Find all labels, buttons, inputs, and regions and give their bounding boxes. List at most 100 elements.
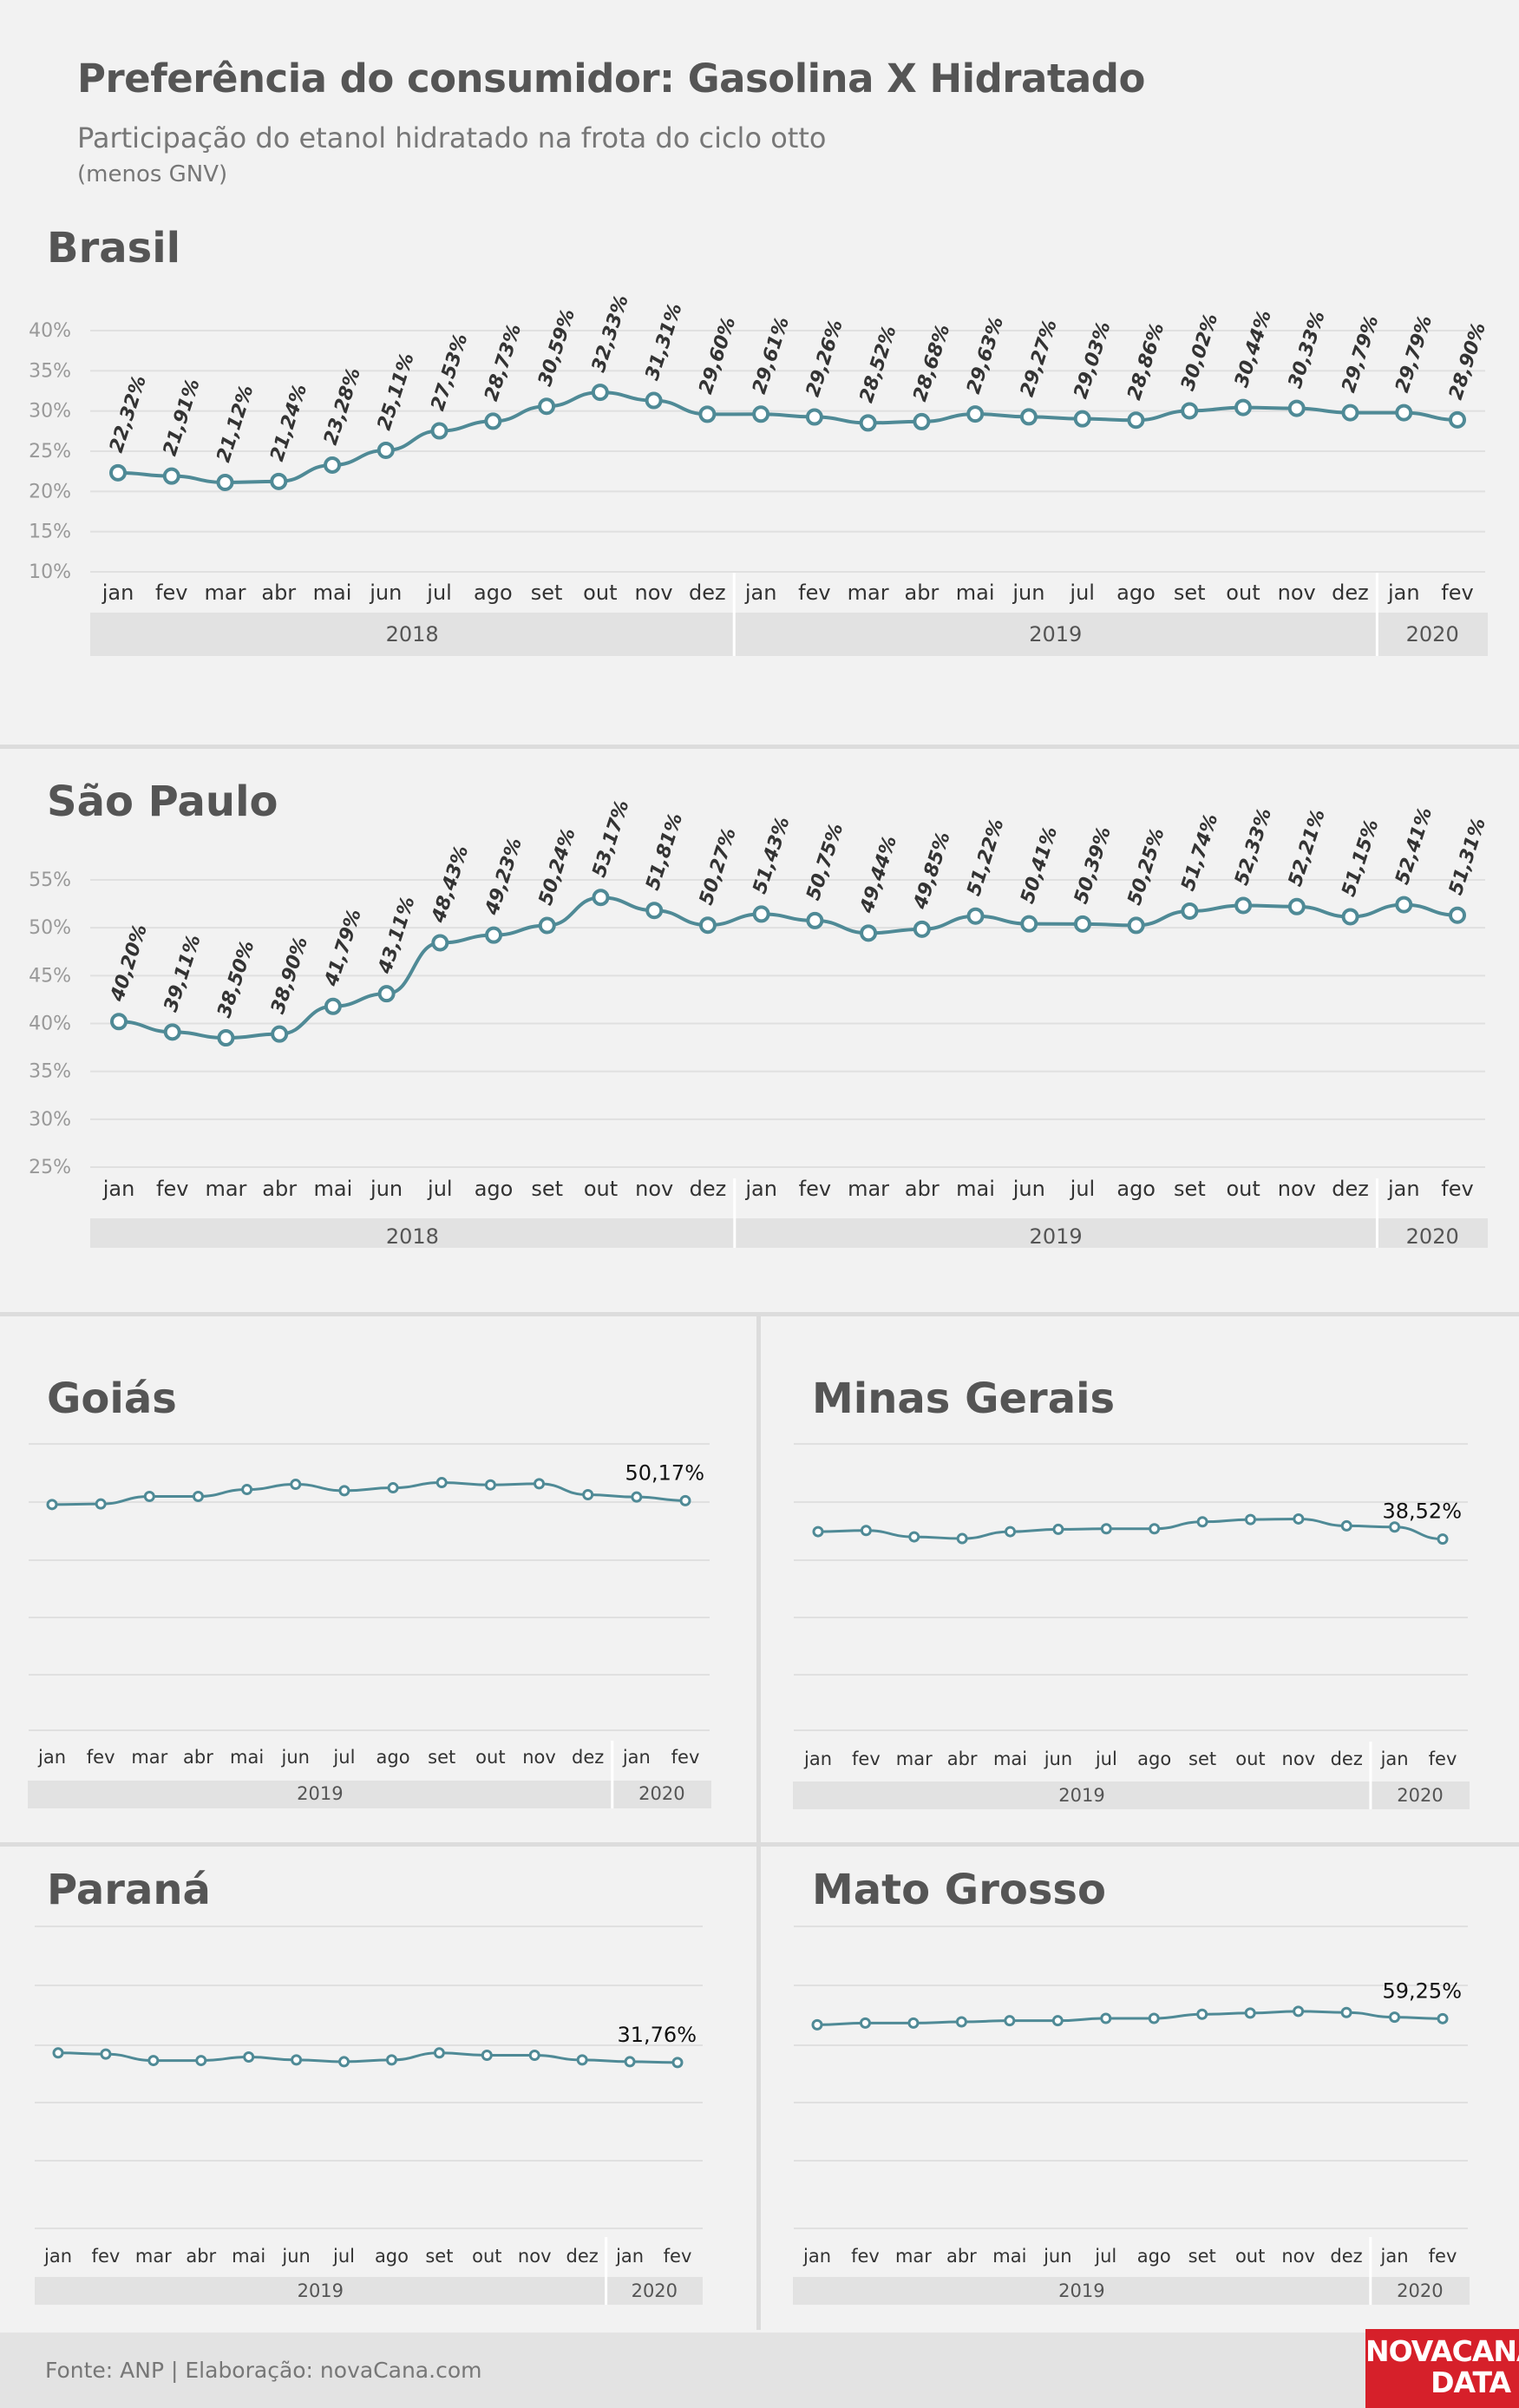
parana-year-label: 2020 [632,2280,678,2301]
sao-paulo-data-point [1073,915,1091,933]
brasil-month-label: mar [848,581,889,605]
sao-paulo-year-label: 2019 [1030,1224,1083,1249]
goias-month-label: out [475,1747,505,1768]
parana-month-label: set [425,2246,453,2267]
sao-paulo-data-label: 50,41% [1017,824,1062,907]
minas-gerais-data-label: 38,52% [1382,1499,1462,1524]
mato-grosso-data-point [1148,2012,1160,2024]
sao-paulo-data-point [1127,916,1145,935]
sao-paulo-data-point [1449,906,1466,924]
brasil-month-label: jul [1069,581,1095,605]
sao-paulo-data-point [324,997,342,1015]
mato-grosso-data-point [1244,2007,1256,2019]
parana-month-label: abr [186,2246,216,2267]
mato-grosso-month-label: ago [1137,2246,1171,2267]
mato-grosso-month-label: nov [1281,2246,1315,2267]
novacana-logo: NOVACANA DATA [1365,2329,1519,2408]
sao-paulo-month-label: nov [635,1177,673,1201]
brasil-data-point [1127,411,1145,430]
sao-paulo-data-label: 52,41% [1391,805,1437,888]
parana-month-label: fev [92,2246,121,2267]
brasil-month-label: jun [369,581,402,605]
goias-month-label: jul [332,1747,355,1768]
sao-paulo-chart-title: São Paulo [47,778,278,826]
parana-data-point [528,2050,540,2061]
brasil-month-label: abr [261,581,296,605]
minas-gerais-data-point [1437,1533,1449,1545]
goias-month-label: jan [622,1747,651,1768]
goias-month-label: dez [572,1747,604,1768]
sao-paulo-y-tick-label: 25% [29,1157,71,1178]
brasil-y-tick-label: 40% [29,320,71,342]
parana-chart-title: Paraná [47,1866,211,1914]
brasil-data-point [913,412,931,430]
goias-year-label: 2019 [297,1783,343,1804]
parana-data-point [433,2047,445,2059]
goias-month-label: abr [183,1747,213,1768]
mato-grosso-chart-title: Mato Grosso [812,1866,1106,1914]
sao-paulo-data-point [966,907,985,925]
brasil-data-label: 30,59% [534,306,579,389]
sao-paulo-data-label: 51,31% [1445,816,1490,898]
brasil-year-label: 2019 [1029,622,1082,646]
mato-grosso-month-label: mar [895,2246,932,2267]
goias-data-point [143,1491,155,1503]
brasil-data-point [805,408,823,426]
mato-grosso-year-label: 2019 [1058,2280,1104,2301]
brasil-data-point [324,456,342,474]
sao-paulo-data-point [752,905,770,923]
sao-paulo-y-tick-label: 30% [29,1109,71,1131]
goias-data-point [582,1489,594,1501]
sao-paulo-data-point [377,985,396,1003]
brasil-data-point [538,397,556,416]
mato-grosso-month-label: abr [946,2246,977,2267]
mato-grosso-year-label: 2020 [1397,2280,1443,2301]
section-divider [0,1312,1519,1316]
sao-paulo-month-label: out [584,1177,618,1201]
sao-paulo-year-label: 2018 [386,1224,439,1249]
brasil-month-label: jan [101,581,134,605]
brasil-month-label: abr [904,581,939,605]
sao-paulo-data-point [1020,915,1038,933]
sao-paulo-data-label: 49,23% [481,836,527,919]
brasil-data-label: 29,79% [1391,313,1437,396]
brasil-data-label: 21,91% [160,377,205,459]
sao-paulo-month-label: jul [1070,1177,1096,1201]
parana-year-band [35,2277,703,2305]
brasil-data-point [859,414,877,432]
mato-grosso-data-point [811,2018,823,2031]
sao-paulo-y-tick-label: 35% [29,1061,71,1083]
logo-line-2: DATA [1431,2365,1511,2399]
goias-month-label: fev [87,1747,115,1768]
brasil-month-label: mar [205,581,246,605]
minas-gerais-data-point [1005,1526,1017,1538]
minas-gerais-year-band [793,1781,1470,1809]
sao-paulo-data-point [217,1029,235,1047]
mato-grosso-data-point [907,2017,920,2029]
sao-paulo-data-point [1395,896,1413,914]
parana-data-label: 31,76% [617,2023,697,2047]
mato-grosso-data-point [859,2017,871,2029]
parana-month-label: jul [332,2246,355,2267]
minas-gerais-data-point [1293,1512,1305,1525]
goias-month-label: mar [131,1747,167,1768]
goias-data-point [484,1479,496,1491]
goias-month-label: set [428,1747,455,1768]
brasil-year-label: 2020 [1406,622,1459,646]
mato-grosso-month-label: jun [1043,2246,1071,2267]
sao-paulo-month-label: set [531,1177,563,1201]
minas-gerais-month-label: out [1235,1749,1265,1769]
sao-paulo-data-point [485,926,503,944]
minas-gerais-month-label: abr [947,1749,978,1769]
brasil-data-point [216,473,234,491]
sao-paulo-data-label: 51,22% [963,817,1008,899]
logo-line-1: NOVACANA [1365,2334,1519,2368]
mato-grosso-month-label: jan [1380,2246,1409,2267]
sao-paulo-month-label: set [1174,1177,1206,1201]
minas-gerais-data-point [1052,1523,1064,1535]
sao-paulo-data-point [698,916,717,935]
sao-paulo-data-label: 53,17% [588,797,633,880]
